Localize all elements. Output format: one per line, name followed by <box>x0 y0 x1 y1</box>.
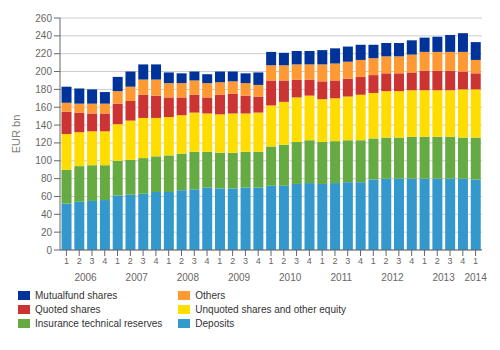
svg-text:2: 2 <box>435 256 440 266</box>
svg-text:4: 4 <box>256 256 261 266</box>
svg-text:260: 260 <box>35 13 52 24</box>
html-text:Mutualfund shares: Mutualfund shares <box>35 290 118 301</box>
svg-text:2: 2 <box>384 256 389 266</box>
svg-text:20: 20 <box>41 227 53 238</box>
svg-text:2009: 2009 <box>228 272 251 283</box>
svg-text:2: 2 <box>128 256 133 266</box>
svg-text:4: 4 <box>153 256 158 266</box>
svg-text:4: 4 <box>205 256 210 266</box>
html-text:Others: Others <box>195 290 226 301</box>
svg-text:4: 4 <box>358 256 363 266</box>
html-text:Quoted shares: Quoted shares <box>35 304 101 315</box>
svg-text:2: 2 <box>179 256 184 266</box>
svg-text:EUR bn: EUR bn <box>10 115 22 154</box>
svg-text:80: 80 <box>41 173 53 184</box>
svg-text:2006: 2006 <box>74 272 97 283</box>
svg-text:1: 1 <box>217 256 222 266</box>
svg-text:2: 2 <box>77 256 82 266</box>
svg-text:2: 2 <box>332 256 337 266</box>
svg-text:180: 180 <box>35 84 52 95</box>
svg-text:1: 1 <box>371 256 376 266</box>
svg-text:240: 240 <box>35 30 52 41</box>
svg-text:3: 3 <box>192 256 197 266</box>
svg-text:3: 3 <box>345 256 350 266</box>
svg-text:2013: 2013 <box>433 272 456 283</box>
svg-text:2008: 2008 <box>177 272 200 283</box>
svg-text:2007: 2007 <box>126 272 149 283</box>
svg-text:2012: 2012 <box>381 272 404 283</box>
svg-text:60: 60 <box>41 191 53 202</box>
svg-text:100: 100 <box>35 155 52 166</box>
svg-text:1: 1 <box>268 256 273 266</box>
svg-text:3: 3 <box>294 256 299 266</box>
svg-text:2: 2 <box>230 256 235 266</box>
svg-text:3: 3 <box>141 256 146 266</box>
svg-text:40: 40 <box>41 209 53 220</box>
svg-text:0: 0 <box>46 245 52 256</box>
svg-text:1: 1 <box>422 256 427 266</box>
svg-text:4: 4 <box>307 256 312 266</box>
svg-text:3: 3 <box>243 256 248 266</box>
svg-text:200: 200 <box>35 66 52 77</box>
svg-text:1: 1 <box>473 256 478 266</box>
svg-text:3: 3 <box>396 256 401 266</box>
svg-text:140: 140 <box>35 120 52 131</box>
svg-text:1: 1 <box>166 256 171 266</box>
svg-text:2010: 2010 <box>279 272 302 283</box>
svg-text:3: 3 <box>448 256 453 266</box>
svg-text:1: 1 <box>115 256 120 266</box>
html-text:Insurance technical reserves: Insurance technical reserves <box>35 318 163 329</box>
svg-text:2011: 2011 <box>331 272 353 283</box>
svg-text:4: 4 <box>102 256 107 266</box>
svg-text:160: 160 <box>35 102 52 113</box>
svg-text:4: 4 <box>460 256 465 266</box>
svg-text:1: 1 <box>320 256 325 266</box>
svg-text:120: 120 <box>35 137 52 148</box>
html-text:Deposits: Deposits <box>195 318 235 329</box>
svg-text:2014: 2014 <box>464 272 487 283</box>
svg-text:2: 2 <box>281 256 286 266</box>
svg-text:220: 220 <box>35 48 52 59</box>
html-text:Unquoted shares and other equi: Unquoted shares and other equity <box>195 304 346 315</box>
svg-text:3: 3 <box>89 256 94 266</box>
svg-text:1: 1 <box>64 256 69 266</box>
svg-text:4: 4 <box>409 256 414 266</box>
